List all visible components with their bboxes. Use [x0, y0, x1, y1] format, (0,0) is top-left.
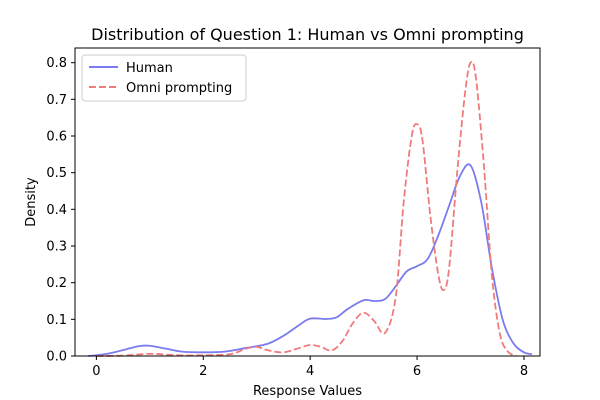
- legend-label-human: Human: [126, 61, 173, 76]
- y-tick-label: 0.3: [46, 240, 67, 255]
- y-tick-label: 0.8: [46, 56, 67, 71]
- series-line-human: [88, 163, 533, 357]
- plot-frame: [74, 47, 541, 357]
- x-tick-label: 2: [199, 364, 207, 379]
- y-tick-label: 0.6: [46, 130, 67, 145]
- y-tick-label: 0.0: [46, 350, 67, 365]
- y-tick-label: 0.2: [46, 276, 67, 291]
- legend-label-omni-prompting: Omni prompting: [126, 81, 232, 96]
- y-tick-label: 0.7: [46, 93, 67, 108]
- y-tick-label: 0.1: [46, 313, 67, 328]
- legend-box: [81, 54, 247, 102]
- y-tick-label: 0.5: [46, 166, 67, 181]
- x-tick-label: 0: [92, 364, 100, 379]
- x-axis-label: Response Values: [253, 384, 362, 399]
- x-tick-label: 6: [413, 364, 421, 379]
- x-tick-label: 8: [520, 364, 528, 379]
- legend: Human Omni prompting: [81, 54, 247, 102]
- y-axis-ticks: 0.0 0.1 0.2 0.3 0.4 0.5 0.6 0.7 0.8: [46, 56, 75, 365]
- series-layer: [88, 60, 533, 357]
- x-tick-label: 4: [306, 364, 314, 379]
- x-axis-ticks: 0 2 4 6 8: [92, 356, 528, 379]
- y-tick-label: 0.4: [46, 203, 67, 218]
- series-line-omni-prompting: [96, 60, 517, 357]
- chart-title: Distribution of Question 1: Human vs Omn…: [91, 25, 524, 44]
- y-axis-label: Density: [24, 177, 39, 227]
